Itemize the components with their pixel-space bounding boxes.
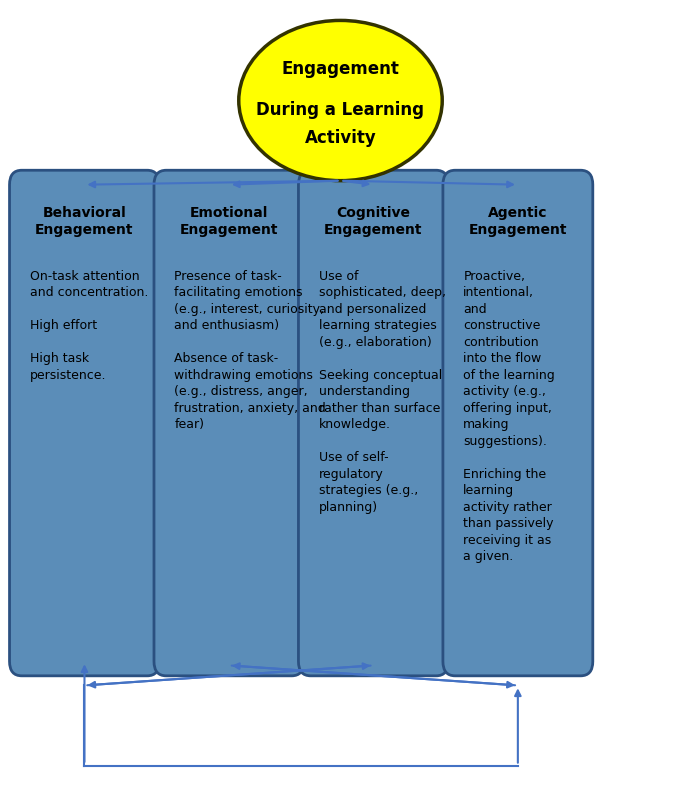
- Text: During a Learning: During a Learning: [257, 100, 424, 118]
- Text: Cognitive
Engagement: Cognitive Engagement: [324, 206, 423, 237]
- Ellipse shape: [239, 22, 442, 181]
- FancyBboxPatch shape: [10, 171, 159, 676]
- Text: On-task attention
and concentration.

High effort

High task
persistence.: On-task attention and concentration. Hig…: [30, 270, 148, 381]
- Text: Use of
sophisticated, deep,
and personalized
learning strategies
(e.g., elaborat: Use of sophisticated, deep, and personal…: [319, 270, 446, 513]
- Text: Presence of task-
facilitating emotions
(e.g., interest, curiosity,
and enthusia: Presence of task- facilitating emotions …: [174, 270, 326, 430]
- Text: Agentic
Engagement: Agentic Engagement: [469, 206, 567, 237]
- Text: Engagement: Engagement: [281, 60, 400, 79]
- Text: Proactive,
intentional,
and
constructive
contribution
into the flow
of the learn: Proactive, intentional, and constructive…: [463, 270, 555, 563]
- FancyBboxPatch shape: [154, 171, 304, 676]
- Text: Behavioral
Engagement: Behavioral Engagement: [35, 206, 133, 237]
- Text: Emotional
Engagement: Emotional Engagement: [180, 206, 278, 237]
- FancyBboxPatch shape: [298, 171, 448, 676]
- Text: Activity: Activity: [304, 128, 377, 146]
- FancyBboxPatch shape: [443, 171, 592, 676]
